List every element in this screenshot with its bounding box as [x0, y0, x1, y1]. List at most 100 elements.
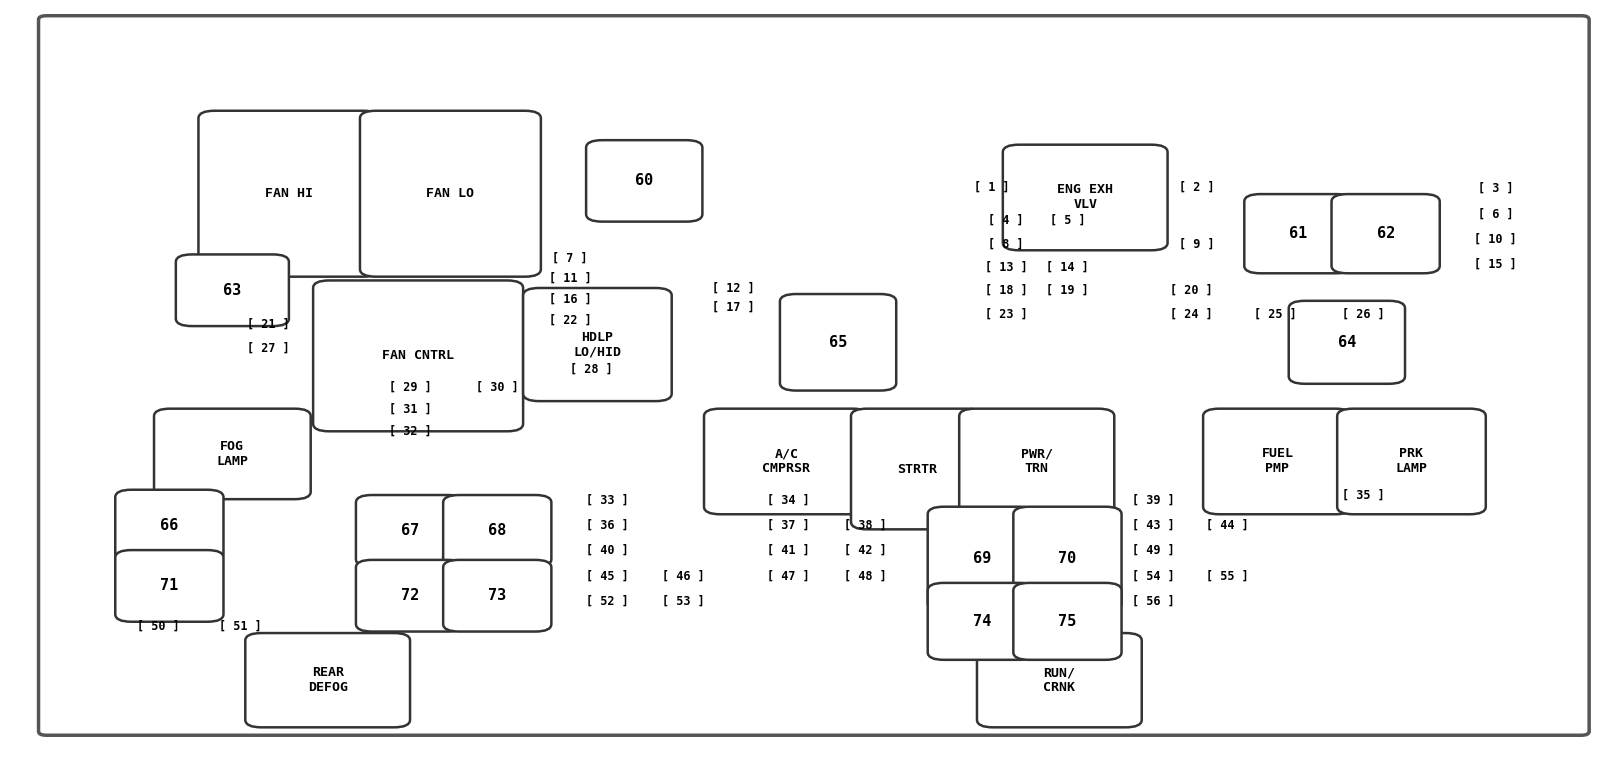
FancyBboxPatch shape [199, 111, 379, 276]
Text: 61: 61 [1290, 226, 1307, 241]
Text: [ 48 ]: [ 48 ] [845, 569, 887, 583]
Text: [ 40 ]: [ 40 ] [586, 544, 628, 557]
Text: ENG EXH
VLV: ENG EXH VLV [1057, 183, 1113, 211]
Text: 64: 64 [1338, 335, 1356, 350]
Text: [ 37 ]: [ 37 ] [767, 519, 809, 532]
Text: [ 3 ]: [ 3 ] [1477, 182, 1513, 195]
Text: [ 38 ]: [ 38 ] [845, 519, 887, 532]
Text: [ 4 ]: [ 4 ] [989, 213, 1024, 226]
Text: PWR/
TRN: PWR/ TRN [1021, 447, 1053, 475]
Text: [ 9 ]: [ 9 ] [1180, 238, 1215, 251]
Text: [ 31 ]: [ 31 ] [388, 403, 432, 416]
Text: [ 43 ]: [ 43 ] [1131, 519, 1175, 532]
Text: [ 16 ]: [ 16 ] [549, 293, 591, 306]
FancyBboxPatch shape [1013, 583, 1121, 660]
Text: 62: 62 [1377, 226, 1395, 241]
Text: [ 41 ]: [ 41 ] [767, 544, 809, 557]
Text: [ 35 ]: [ 35 ] [1341, 489, 1385, 502]
Text: [ 8 ]: [ 8 ] [989, 238, 1024, 251]
FancyBboxPatch shape [1332, 194, 1440, 273]
FancyBboxPatch shape [443, 560, 552, 631]
Text: [ 20 ]: [ 20 ] [1170, 284, 1214, 297]
FancyBboxPatch shape [1204, 409, 1351, 514]
Text: [ 30 ]: [ 30 ] [476, 381, 519, 394]
Text: [ 53 ]: [ 53 ] [662, 594, 704, 608]
Text: [ 19 ]: [ 19 ] [1047, 284, 1089, 297]
Text: 68: 68 [489, 523, 506, 538]
Text: [ 27 ]: [ 27 ] [246, 342, 290, 355]
Text: [ 32 ]: [ 32 ] [388, 425, 432, 438]
FancyBboxPatch shape [927, 506, 1036, 611]
Text: [ 5 ]: [ 5 ] [1050, 213, 1086, 226]
Text: [ 15 ]: [ 15 ] [1474, 258, 1516, 271]
Text: [ 39 ]: [ 39 ] [1131, 494, 1175, 507]
FancyBboxPatch shape [523, 288, 671, 401]
Text: [ 54 ]: [ 54 ] [1131, 569, 1175, 583]
Text: [ 51 ]: [ 51 ] [218, 619, 262, 632]
Text: FUEL
PMP: FUEL PMP [1262, 447, 1293, 475]
Text: 60: 60 [636, 173, 654, 188]
Text: [ 21 ]: [ 21 ] [246, 318, 290, 331]
FancyBboxPatch shape [115, 550, 223, 621]
Text: FOG
LAMP: FOG LAMP [217, 440, 249, 468]
Text: [ 7 ]: [ 7 ] [552, 251, 587, 264]
FancyBboxPatch shape [39, 16, 1589, 735]
Text: 72: 72 [401, 588, 419, 603]
Text: [ 28 ]: [ 28 ] [570, 362, 612, 375]
Text: 63: 63 [223, 283, 241, 298]
Text: HDLP
LO/HID: HDLP LO/HID [573, 331, 621, 359]
Text: [ 22 ]: [ 22 ] [549, 314, 591, 327]
FancyBboxPatch shape [314, 280, 523, 431]
Text: [ 52 ]: [ 52 ] [586, 594, 628, 608]
Text: [ 33 ]: [ 33 ] [586, 494, 628, 507]
FancyBboxPatch shape [356, 495, 464, 567]
Text: [ 36 ]: [ 36 ] [586, 519, 628, 532]
Text: [ 13 ]: [ 13 ] [985, 260, 1027, 273]
Text: 71: 71 [160, 578, 178, 593]
Text: [ 42 ]: [ 42 ] [845, 544, 887, 557]
Text: STRTR: STRTR [898, 463, 937, 475]
FancyBboxPatch shape [1244, 194, 1353, 273]
FancyBboxPatch shape [115, 490, 223, 562]
FancyBboxPatch shape [246, 633, 409, 727]
Text: 73: 73 [489, 588, 506, 603]
Text: FAN CNTRL: FAN CNTRL [382, 350, 455, 363]
FancyBboxPatch shape [704, 409, 869, 514]
Text: [ 44 ]: [ 44 ] [1205, 519, 1249, 532]
FancyBboxPatch shape [780, 294, 896, 391]
Text: A/C
CMPRSR: A/C CMPRSR [762, 447, 811, 475]
Text: [ 18 ]: [ 18 ] [985, 284, 1027, 297]
Text: [ 2 ]: [ 2 ] [1180, 181, 1215, 195]
Text: [ 24 ]: [ 24 ] [1170, 308, 1214, 321]
Text: 69: 69 [972, 551, 990, 566]
Text: PRK
LAMP: PRK LAMP [1395, 447, 1427, 475]
Text: [ 45 ]: [ 45 ] [586, 569, 628, 583]
Text: 75: 75 [1058, 614, 1076, 629]
Text: [ 17 ]: [ 17 ] [712, 301, 754, 314]
FancyBboxPatch shape [176, 254, 290, 326]
Text: [ 26 ]: [ 26 ] [1341, 308, 1385, 321]
Text: 74: 74 [972, 614, 990, 629]
Text: [ 46 ]: [ 46 ] [662, 569, 704, 583]
Text: 66: 66 [160, 518, 178, 533]
Text: [ 50 ]: [ 50 ] [136, 619, 180, 632]
FancyBboxPatch shape [1013, 506, 1121, 611]
Text: [ 55 ]: [ 55 ] [1205, 569, 1249, 583]
Text: [ 11 ]: [ 11 ] [549, 272, 591, 285]
Text: RUN/
CRNK: RUN/ CRNK [1044, 666, 1076, 694]
FancyBboxPatch shape [443, 495, 552, 567]
FancyBboxPatch shape [851, 409, 984, 529]
Text: [ 6 ]: [ 6 ] [1477, 207, 1513, 220]
Text: [ 12 ]: [ 12 ] [712, 282, 754, 294]
FancyBboxPatch shape [359, 111, 540, 276]
FancyBboxPatch shape [959, 409, 1115, 514]
Text: 65: 65 [828, 335, 848, 350]
Text: [ 10 ]: [ 10 ] [1474, 232, 1516, 245]
FancyBboxPatch shape [1288, 301, 1404, 384]
Text: [ 49 ]: [ 49 ] [1131, 544, 1175, 557]
Text: 67: 67 [401, 523, 419, 538]
Text: FAN LO: FAN LO [427, 187, 474, 200]
Text: 70: 70 [1058, 551, 1076, 566]
FancyBboxPatch shape [977, 633, 1142, 727]
FancyBboxPatch shape [356, 560, 464, 631]
